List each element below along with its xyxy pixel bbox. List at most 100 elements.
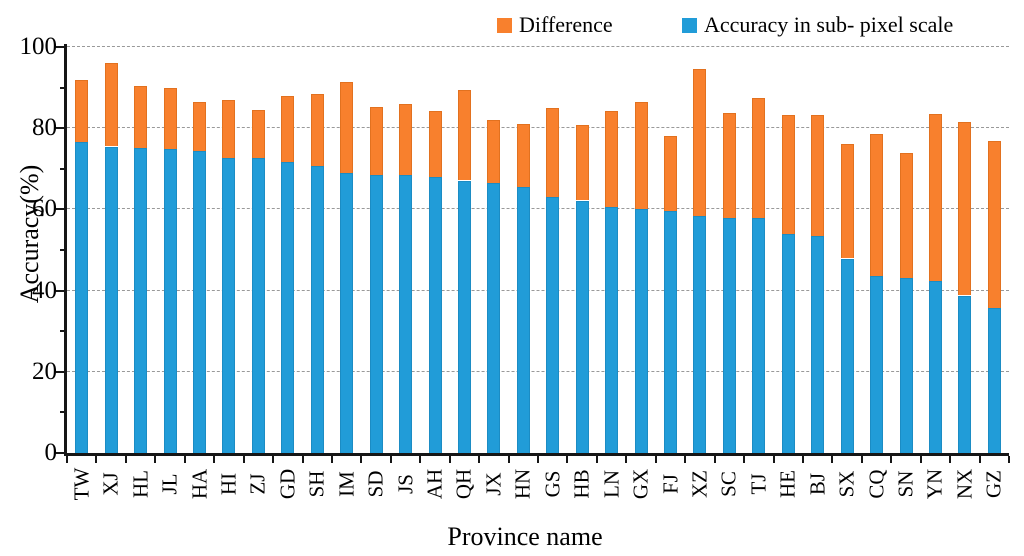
x-tick-label-BJ: BJ — [805, 472, 830, 496]
bar-segment-difference-JL — [163, 87, 177, 149]
x-tick-label-HA: HA — [187, 468, 211, 500]
legend-item-accuracy: Accuracy in sub- pixel scale — [682, 13, 953, 37]
y-tick-label-20: 20 — [32, 357, 57, 385]
x-tick-label-YN: YN — [922, 468, 947, 500]
x-tick-label-HL: HL — [128, 470, 153, 498]
bar-segment-accuracy-QH — [457, 180, 471, 453]
x-tick-label-GZ: GZ — [981, 470, 1006, 498]
y-minor-tick-90 — [60, 86, 65, 89]
bar-segment-difference-XZ — [693, 68, 707, 216]
x-tick-1 — [95, 456, 98, 463]
x-tick-label-XZ: XZ — [687, 470, 712, 498]
bar-segment-accuracy-GD — [281, 162, 295, 453]
bar-segment-accuracy-IM — [340, 172, 354, 453]
bar-segment-difference-JX — [487, 120, 501, 183]
bar-segment-difference-FJ — [664, 135, 677, 212]
bar-segment-difference-SC — [722, 113, 736, 218]
bar-segment-accuracy-JS — [399, 175, 412, 453]
bar-segment-accuracy-XJ — [104, 146, 118, 453]
x-tick-0 — [66, 456, 68, 463]
bar-segment-accuracy-SH — [310, 165, 324, 453]
y-axis-line — [64, 44, 67, 456]
bar-segment-accuracy-SD — [369, 174, 383, 453]
y-tick-label-80: 80 — [32, 114, 57, 142]
x-tick-17 — [566, 456, 569, 463]
bar-segment-difference-GD — [281, 95, 295, 163]
bar-segment-accuracy-JX — [487, 182, 501, 453]
x-tick-23 — [743, 456, 746, 463]
bar-segment-accuracy-SC — [722, 217, 736, 453]
x-tick-label-TJ: TJ — [746, 473, 771, 495]
bar-segment-difference-HL — [134, 85, 148, 148]
y-tick-80 — [56, 127, 65, 130]
y-tick-label-100: 100 — [19, 33, 58, 60]
x-tick-10 — [360, 456, 363, 463]
x-tick-label-GD: GD — [275, 468, 300, 500]
bar-segment-difference-IM — [340, 81, 354, 173]
x-tick-9 — [330, 456, 333, 463]
bar-segment-difference-SX — [840, 143, 854, 259]
y-tick-label-0: 0 — [44, 439, 58, 466]
x-tick-label-SD: SD — [363, 470, 388, 498]
bar-segment-difference-TW — [75, 79, 89, 143]
bar-segment-accuracy-GX — [634, 208, 648, 453]
y-minor-tick-30 — [60, 330, 65, 333]
x-tick-11 — [389, 456, 392, 463]
x-axis-title: Province name — [447, 522, 603, 551]
bar-segment-difference-SN — [899, 152, 913, 279]
x-tick-20 — [654, 456, 657, 463]
y-tick-0 — [56, 452, 65, 454]
bar-segment-difference-HB — [575, 125, 589, 201]
y-tick-label-60: 60 — [32, 195, 57, 223]
x-tick-6 — [242, 456, 245, 463]
x-tick-label-FJ: FJ — [658, 474, 682, 494]
x-tick-7 — [272, 456, 275, 463]
bar-segment-difference-SH — [310, 93, 324, 166]
x-tick-label-XJ: XJ — [98, 472, 123, 496]
bar-segment-accuracy-YN — [928, 280, 942, 453]
x-tick-19 — [625, 456, 628, 463]
x-tick-label-HB: HB — [569, 469, 594, 499]
bar-segment-accuracy-SN — [899, 278, 913, 453]
x-tick-label-HI: HI — [216, 472, 241, 496]
bar-segment-accuracy-SX — [840, 258, 854, 453]
x-tick-label-SN: SN — [893, 470, 918, 498]
bar-segment-accuracy-HA — [193, 150, 206, 453]
difference-legend-swatch-icon — [497, 17, 512, 33]
x-tick-22 — [713, 456, 716, 463]
bar-segment-difference-HN — [516, 124, 530, 187]
bar-segment-difference-YN — [928, 114, 942, 281]
bar-segment-difference-TJ — [752, 97, 766, 218]
x-tick-24 — [772, 456, 775, 463]
x-tick-12 — [419, 456, 422, 463]
x-tick-2 — [124, 456, 127, 463]
gridline-20 — [67, 370, 1009, 372]
bar-segment-difference-AH — [428, 110, 442, 178]
accuracy-legend-swatch-icon — [682, 17, 697, 33]
x-tick-label-HN: HN — [510, 468, 535, 500]
x-tick-25 — [801, 456, 804, 463]
x-tick-18 — [595, 456, 598, 463]
x-tick-label-IM: IM — [334, 471, 359, 497]
bar-segment-difference-HI — [222, 99, 236, 158]
bar-segment-difference-GX — [634, 101, 648, 209]
x-tick-label-HE: HE — [775, 470, 800, 498]
bar-segment-difference-LN — [605, 111, 619, 208]
bar-segment-difference-QH — [457, 89, 471, 181]
x-tick-27 — [860, 456, 863, 463]
x-tick-32 — [1008, 456, 1010, 463]
legend-item-difference: Difference — [497, 13, 613, 37]
x-tick-29 — [919, 456, 922, 463]
bar-segment-accuracy-AH — [428, 177, 442, 453]
x-tick-label-TW: TW — [69, 467, 94, 501]
bar-segment-accuracy-LN — [605, 207, 619, 453]
y-minor-tick-70 — [60, 167, 65, 170]
x-tick-15 — [507, 456, 510, 463]
x-tick-label-GX: GX — [628, 468, 653, 500]
bar-segment-accuracy-TW — [75, 142, 89, 453]
x-tick-label-SH: SH — [304, 470, 329, 498]
x-tick-13 — [448, 456, 451, 463]
bar-segment-accuracy-FJ — [664, 211, 677, 453]
gridline-40 — [67, 289, 1009, 291]
x-tick-label-NX: NX — [952, 468, 977, 500]
